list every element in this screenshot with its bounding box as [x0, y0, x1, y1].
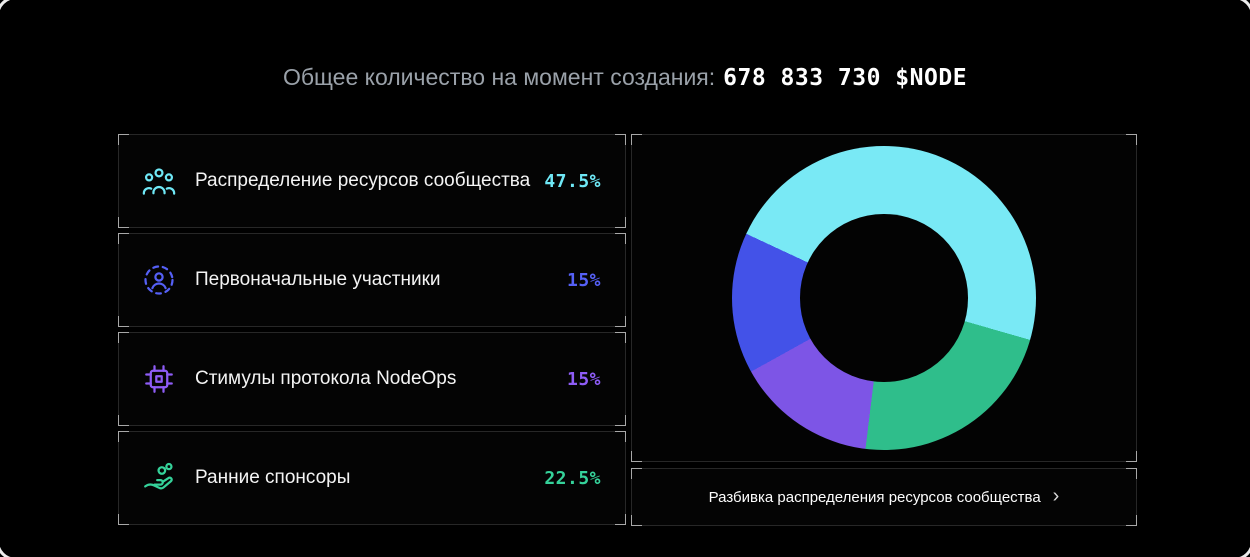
- corner-bracket: [615, 514, 626, 525]
- corner-bracket: [615, 217, 626, 228]
- legend-row-early-backers: Ранние спонсоры 22.5%: [118, 431, 626, 525]
- legend-percentage: 15%: [566, 269, 601, 291]
- corner-bracket: [1126, 515, 1137, 526]
- early-backer-hand-icon: [141, 460, 177, 496]
- corner-bracket: [118, 431, 129, 442]
- page-title: Общее количество на момент создания: 678 …: [0, 64, 1250, 92]
- corner-bracket: [631, 451, 642, 462]
- legend-row-initial-contributors: Первоначальные участники 15%: [118, 233, 626, 327]
- corner-bracket: [1126, 451, 1137, 462]
- chevron-right-icon: ›: [1052, 485, 1060, 507]
- legend-panel: Распределение ресурсов сообщества 47.5% …: [118, 134, 626, 526]
- breakdown-link-label: Разбивка распределения ресурсов сообщест…: [708, 488, 1041, 506]
- initial-contributor-icon: [141, 262, 177, 298]
- corner-bracket: [615, 431, 626, 442]
- corner-bracket: [631, 515, 642, 526]
- legend-label: Стимулы протокола NodeOps: [195, 367, 457, 389]
- legend-percentage: 15%: [566, 368, 601, 390]
- legend-label: Ранние спонсоры: [195, 466, 351, 488]
- corner-bracket: [118, 233, 129, 244]
- legend-label: Распределение ресурсов сообщества: [195, 169, 531, 191]
- corner-bracket: [118, 332, 129, 343]
- corner-bracket: [118, 134, 129, 145]
- corner-bracket: [615, 316, 626, 327]
- legend-row-protocol-incentives: Стимулы протокола NodeOps 15%: [118, 332, 626, 426]
- community-users-icon: [141, 163, 177, 199]
- corner-bracket: [118, 415, 129, 426]
- corner-bracket: [615, 415, 626, 426]
- corner-bracket: [631, 468, 642, 479]
- legend-percentage: 47.5%: [544, 170, 601, 192]
- chart-column: Разбивка распределения ресурсов сообщест…: [631, 134, 1137, 526]
- corner-bracket: [118, 316, 129, 327]
- corner-bracket: [615, 233, 626, 244]
- title-total-supply-value: 678 833 730 $NODE: [723, 65, 968, 91]
- community-breakdown-link[interactable]: Разбивка распределения ресурсов сообщест…: [631, 468, 1137, 526]
- donut-chart: [732, 146, 1036, 450]
- corner-bracket: [118, 217, 129, 228]
- corner-bracket: [118, 514, 129, 525]
- corner-bracket: [1126, 134, 1137, 145]
- corner-bracket: [631, 134, 642, 145]
- donut-chart-panel: [631, 134, 1137, 462]
- corner-bracket: [1126, 468, 1137, 479]
- legend-row-community: Распределение ресурсов сообщества 47.5%: [118, 134, 626, 228]
- legend-label: Первоначальные участники: [195, 268, 441, 290]
- legend-percentage: 22.5%: [544, 467, 601, 489]
- tokenomics-section: Распределение ресурсов сообщества 47.5% …: [118, 134, 1137, 526]
- corner-bracket: [615, 134, 626, 145]
- protocol-chip-icon: [141, 361, 177, 397]
- corner-bracket: [615, 332, 626, 343]
- title-label: Общее количество на момент создания:: [282, 64, 716, 90]
